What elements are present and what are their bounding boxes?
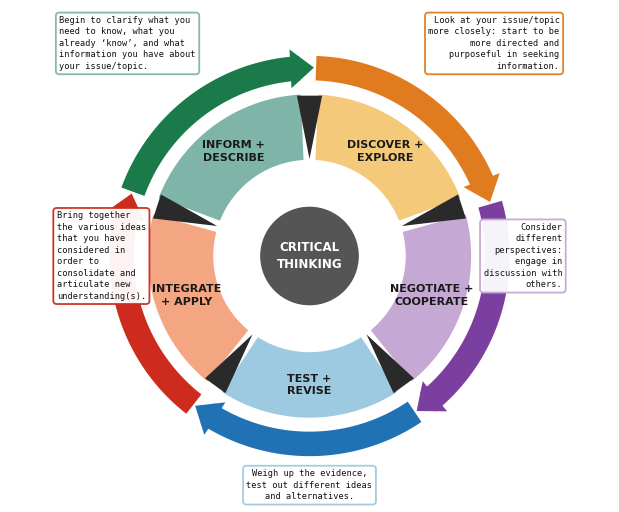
Text: DISCOVER +
EXPLORE: DISCOVER + EXPLORE bbox=[347, 140, 423, 163]
Polygon shape bbox=[107, 194, 144, 221]
Text: Begin to clarify what you
need to know, what you
already ‘know’, and what
inform: Begin to clarify what you need to know, … bbox=[59, 16, 196, 71]
Polygon shape bbox=[316, 56, 496, 193]
Polygon shape bbox=[219, 335, 400, 419]
Polygon shape bbox=[402, 195, 466, 226]
Text: INFORM +
DESCRIBE: INFORM + DESCRIBE bbox=[202, 140, 265, 163]
Text: Look at your issue/topic
more closely: start to be
more directed and
purposeful : Look at your issue/topic more closely: s… bbox=[428, 16, 560, 71]
Polygon shape bbox=[290, 50, 314, 88]
Text: INTEGRATE
+ APPLY: INTEGRATE + APPLY bbox=[152, 285, 222, 307]
Polygon shape bbox=[297, 96, 322, 159]
Polygon shape bbox=[368, 212, 473, 384]
Polygon shape bbox=[314, 93, 462, 223]
Text: Consider
different
perspectives:
engage in
discussion with
others.: Consider different perspectives: engage … bbox=[483, 223, 562, 289]
Polygon shape bbox=[420, 201, 509, 412]
Text: NEGOTIATE +
COOPERATE: NEGOTIATE + COOPERATE bbox=[391, 285, 474, 307]
Text: CRITICAL
THINKING: CRITICAL THINKING bbox=[277, 241, 342, 271]
Polygon shape bbox=[195, 402, 225, 435]
Text: TEST +
REVISE: TEST + REVISE bbox=[287, 374, 332, 396]
Polygon shape bbox=[157, 93, 305, 223]
Polygon shape bbox=[201, 401, 422, 456]
Polygon shape bbox=[205, 334, 253, 393]
Polygon shape bbox=[146, 212, 251, 384]
Circle shape bbox=[259, 205, 360, 307]
Text: Weigh up the evidence,
test out different ideas
and alternatives.: Weigh up the evidence, test out differen… bbox=[246, 469, 373, 501]
Polygon shape bbox=[110, 204, 201, 414]
Polygon shape bbox=[464, 173, 500, 202]
Polygon shape bbox=[417, 381, 447, 411]
Polygon shape bbox=[121, 56, 300, 196]
Polygon shape bbox=[366, 334, 414, 393]
Polygon shape bbox=[153, 195, 217, 226]
Text: Bring together
the various ideas
that you have
considered in
order to
consolidat: Bring together the various ideas that yo… bbox=[57, 211, 146, 301]
